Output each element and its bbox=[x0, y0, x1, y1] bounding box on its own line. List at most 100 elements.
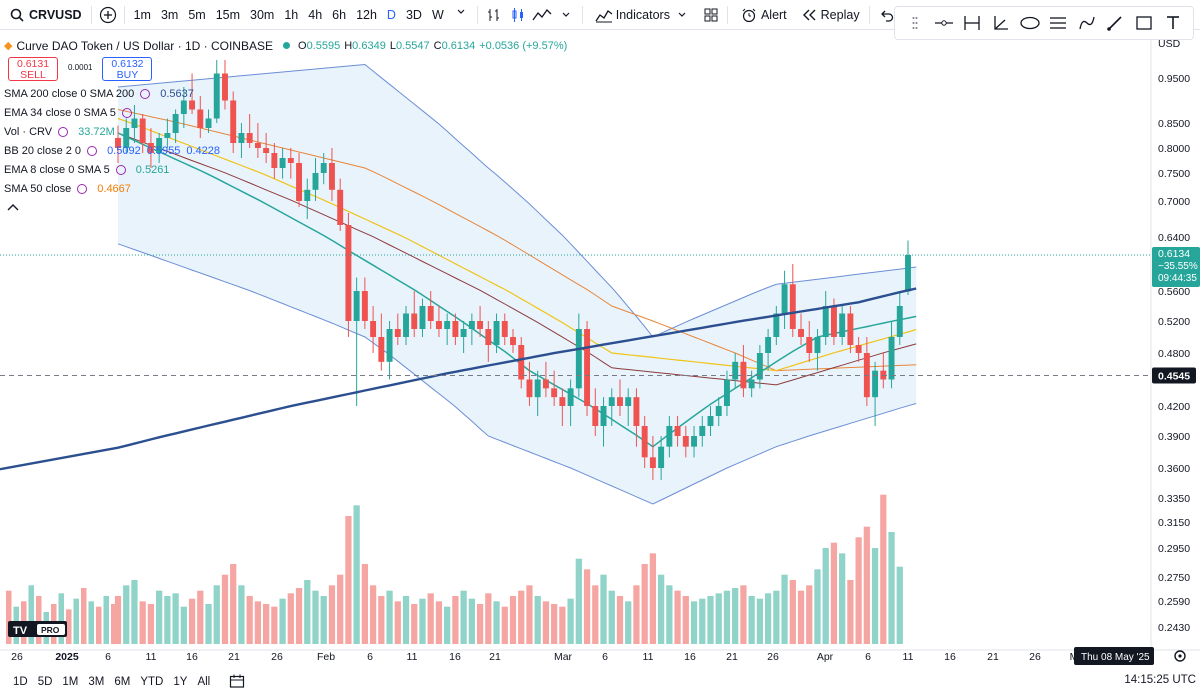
interval-6h[interactable]: 6h bbox=[332, 7, 347, 22]
volume-bar bbox=[682, 596, 689, 644]
indicator-legend-row[interactable]: Vol · CRV 33.72M bbox=[4, 122, 567, 141]
chevron-down-icon[interactable] bbox=[449, 0, 473, 24]
visibility-eye-icon[interactable] bbox=[87, 145, 98, 156]
price-chart[interactable]: USD 0.9500 0.8500 0.8000 0.7500 0.7000 0.6400… bbox=[0, 30, 1200, 674]
collapse-legend-icon[interactable] bbox=[6, 202, 567, 215]
volume-bar bbox=[36, 596, 42, 644]
range-3m[interactable]: 3M bbox=[88, 676, 105, 688]
horizontal-line-icon[interactable] bbox=[932, 11, 956, 35]
interval-4h[interactable]: 4h bbox=[308, 7, 323, 22]
price-axis-ticks: 0.9500 0.8500 0.8000 0.7500 0.7000 0.6400 0.56… bbox=[1158, 73, 1190, 634]
interval-3m[interactable]: 3m bbox=[160, 7, 179, 22]
interval-12h[interactable]: 12h bbox=[356, 7, 377, 22]
volume-bar bbox=[847, 580, 854, 644]
divider bbox=[476, 5, 478, 24]
volume-bar bbox=[871, 548, 879, 644]
line-style-icon[interactable] bbox=[530, 3, 554, 27]
replay-button[interactable]: Replay bbox=[792, 0, 865, 30]
ellipse-icon[interactable] bbox=[1018, 11, 1042, 35]
candle-body bbox=[723, 379, 730, 406]
range-5d[interactable]: 5D bbox=[37, 676, 53, 688]
volume-bar bbox=[246, 596, 253, 644]
volume-bar bbox=[386, 590, 393, 644]
range-ytd[interactable]: YTD bbox=[140, 676, 164, 688]
volume-bar bbox=[337, 574, 344, 644]
range-1y[interactable]: 1Y bbox=[173, 676, 188, 688]
brush-icon[interactable] bbox=[1103, 11, 1127, 35]
indicator-label: SMA 50 close bbox=[4, 182, 72, 195]
bar-style-icon[interactable] bbox=[482, 3, 506, 27]
candle-body bbox=[567, 388, 574, 406]
indicator-legend-row[interactable]: BB 20 close 2 0 0.5092 0.5955 0.4228 bbox=[4, 141, 567, 160]
chevron-down-icon[interactable] bbox=[554, 3, 578, 27]
calendar-icon[interactable] bbox=[229, 674, 245, 690]
candle-body bbox=[197, 109, 204, 128]
candle-body bbox=[855, 345, 862, 353]
candle-body bbox=[781, 284, 788, 314]
buy-price: 0.6132 bbox=[111, 58, 144, 70]
range-1m[interactable]: 1M bbox=[62, 676, 79, 688]
candle-body bbox=[131, 118, 138, 128]
compare-plus-icon[interactable] bbox=[96, 3, 120, 27]
angle-icon[interactable] bbox=[989, 11, 1013, 35]
volume-bar bbox=[188, 598, 196, 644]
visibility-eye-icon[interactable] bbox=[115, 164, 126, 175]
candle-body bbox=[707, 416, 714, 426]
range-all[interactable]: All bbox=[197, 676, 211, 688]
price-tick-label: 0.2590 bbox=[1158, 596, 1190, 608]
indicators-button[interactable]: Indicators bbox=[587, 0, 699, 30]
candle-body bbox=[444, 321, 451, 329]
time-tick-label: 21 bbox=[987, 651, 999, 663]
undo-icon[interactable] bbox=[874, 3, 898, 27]
interval-30m[interactable]: 30m bbox=[250, 7, 275, 22]
range-1d[interactable]: 1D bbox=[13, 676, 28, 688]
candle-body bbox=[411, 313, 418, 329]
volume-bar bbox=[254, 601, 262, 644]
interval-15m[interactable]: 15m bbox=[215, 7, 241, 22]
rectangle-icon[interactable] bbox=[1132, 11, 1156, 35]
text-lines-icon[interactable] bbox=[1046, 11, 1070, 35]
alert-button[interactable]: Alert bbox=[732, 0, 792, 30]
candle-body bbox=[608, 397, 615, 406]
indicator-legend-list: SMA 200 close 0 SMA 200 0.5637 EMA 34 clos… bbox=[4, 84, 567, 198]
drag-handle-icon[interactable] bbox=[903, 11, 927, 35]
chart-settings-icon[interactable] bbox=[1174, 650, 1186, 662]
svg-text:TV: TV bbox=[13, 625, 28, 637]
time-tick-label: 11 bbox=[903, 651, 914, 663]
indicator-legend-row[interactable]: EMA 34 close 0 SMA 5 bbox=[4, 103, 567, 122]
text-icon[interactable] bbox=[1161, 11, 1185, 35]
buy-button[interactable]: 0.6132 BUY bbox=[102, 57, 153, 81]
interval-5m[interactable]: 5m bbox=[188, 7, 206, 22]
utc-clock[interactable]: 14:15:25 UTC bbox=[1124, 674, 1196, 686]
indicator-legend-row[interactable]: EMA 8 close 0 SMA 5 0.5261 bbox=[4, 160, 567, 179]
interval-w[interactable]: W bbox=[431, 7, 444, 22]
chevron-down-icon bbox=[670, 3, 694, 27]
range-6m[interactable]: 6M bbox=[114, 676, 131, 688]
candle-body bbox=[361, 291, 368, 321]
volume-bar bbox=[81, 588, 87, 644]
sell-button[interactable]: 0.6131 SELL bbox=[8, 57, 58, 81]
indicator-legend-row[interactable]: SMA 50 close 0.4667 bbox=[4, 179, 567, 198]
curve-icon[interactable] bbox=[1075, 11, 1099, 35]
volume-bar bbox=[830, 542, 838, 644]
interval-1m[interactable]: 1m bbox=[133, 7, 151, 22]
indicator-legend-row[interactable]: SMA 200 close 0 SMA 200 0.5637 bbox=[4, 84, 567, 103]
interval-3d[interactable]: 3D bbox=[405, 7, 422, 22]
time-tick-label: Feb bbox=[317, 651, 335, 663]
candle-body bbox=[279, 158, 286, 168]
time-tick-label: 26 bbox=[271, 651, 283, 663]
visibility-eye-icon[interactable] bbox=[58, 126, 69, 137]
indicator-value: 0.5261 bbox=[135, 163, 170, 176]
candles-icon[interactable] bbox=[506, 3, 530, 27]
volume-bar bbox=[559, 606, 566, 644]
interval-1h[interactable]: 1h bbox=[284, 7, 299, 22]
visibility-eye-icon[interactable] bbox=[121, 107, 132, 118]
layout-grid-icon[interactable] bbox=[699, 3, 723, 27]
fib-range-icon[interactable] bbox=[960, 11, 984, 35]
volume-bar bbox=[518, 590, 525, 644]
symbol-search[interactable]: CRVUSD bbox=[0, 0, 87, 30]
visibility-eye-icon[interactable] bbox=[140, 88, 151, 99]
divider bbox=[123, 5, 125, 24]
visibility-eye-icon[interactable] bbox=[77, 183, 88, 194]
interval-d[interactable]: D bbox=[386, 7, 396, 22]
